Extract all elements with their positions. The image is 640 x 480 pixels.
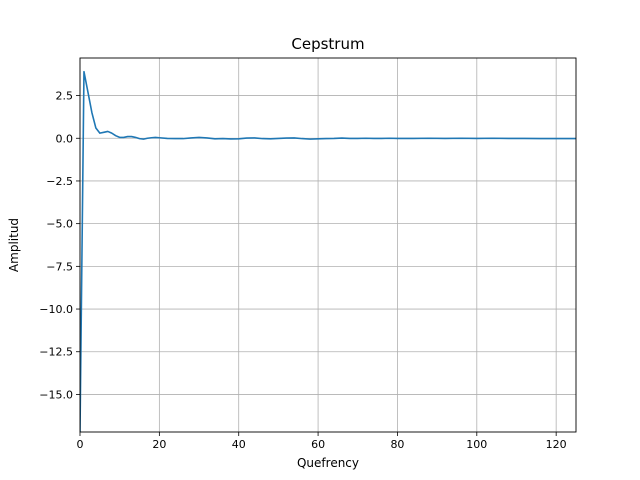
grid-lines <box>79 58 576 432</box>
y-tick-label: 2.5 <box>56 90 74 103</box>
x-tick-label: 0 <box>77 438 84 451</box>
chart-title: Cepstrum <box>291 35 364 53</box>
y-tick-label: 0.0 <box>56 132 74 145</box>
x-axis-ticks: 0 20 40 60 80 100 120 <box>77 432 567 451</box>
y-axis-label: Amplitud <box>7 218 21 272</box>
y-axis-ticks: 2.5 0.0 −2.5 −5.0 −7.5 −10.0 −12.5 −15.0 <box>39 90 80 401</box>
x-axis-label: Quefrency <box>297 456 359 470</box>
y-tick-label: −7.5 <box>46 260 73 273</box>
plot-area <box>80 70 576 432</box>
x-tick-label: 40 <box>232 438 246 451</box>
x-tick-label: 20 <box>152 438 166 451</box>
x-tick-label: 100 <box>466 438 487 451</box>
x-tick-label: 60 <box>311 438 325 451</box>
y-tick-label: −2.5 <box>46 175 73 188</box>
x-tick-label: 120 <box>546 438 567 451</box>
y-tick-label: −15.0 <box>39 388 73 401</box>
y-tick-label: −12.5 <box>39 346 73 359</box>
x-tick-label: 80 <box>390 438 404 451</box>
y-tick-label: −5.0 <box>46 218 73 231</box>
series-line-cepstrum <box>80 70 576 432</box>
y-tick-label: −10.0 <box>39 303 73 316</box>
axes-frame <box>79 57 577 433</box>
